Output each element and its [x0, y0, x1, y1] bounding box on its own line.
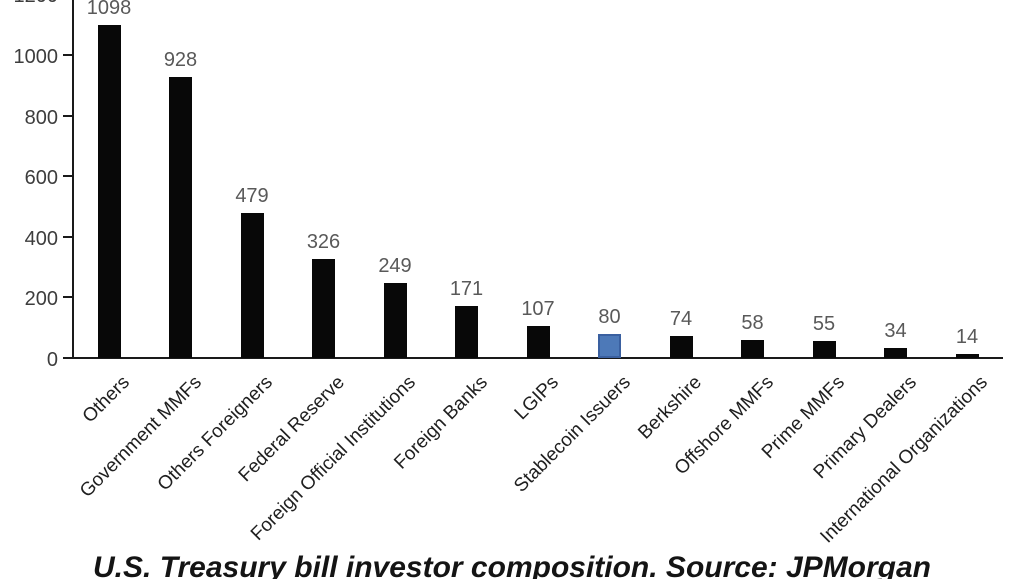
y-tick-800 — [63, 114, 72, 117]
y-tick-1000 — [63, 54, 72, 56]
y-tick-label-200: 200 — [24, 288, 58, 311]
y-tick-200 — [63, 296, 72, 299]
y-tick-label-1200: 1200 — [0, 0, 59, 8]
y-tick-label-400: 400 — [24, 227, 58, 250]
bar-foreign-banks — [455, 306, 478, 358]
value-label-others: 1098 — [86, 0, 132, 20]
bar-stablecoin-issuers — [598, 333, 621, 358]
value-label-foreign-banks: 171 — [449, 278, 484, 301]
y-tick-label-0: 0 — [46, 349, 58, 371]
bar-others-foreigners — [240, 212, 264, 358]
bar-international-organizations — [955, 353, 979, 358]
x-axis-line — [72, 357, 1003, 359]
value-label-international-organizations: 14 — [955, 325, 979, 348]
y-tick-label-1000: 1000 — [13, 46, 59, 68]
value-label-others-foreigners: 479 — [235, 184, 269, 207]
bar-others — [97, 25, 121, 358]
bar-government-mmfs — [169, 76, 192, 358]
value-label-government-mmfs: 928 — [163, 48, 198, 71]
y-tick-label-800: 800 — [24, 106, 58, 129]
bar-prime-mmfs — [812, 341, 836, 358]
y-tick-600 — [63, 175, 72, 178]
bar-lgips — [526, 325, 550, 358]
value-label-primary-dealers: 34 — [884, 319, 907, 342]
y-tick-label-600: 600 — [24, 167, 58, 190]
bar-offshore-mmfs — [741, 340, 764, 358]
y-tick-400 — [63, 235, 72, 238]
chart-caption: U.S. Treasury bill investor composition.… — [93, 551, 931, 579]
value-label-stablecoin-issuers: 80 — [598, 305, 621, 328]
y-tick-0 — [63, 357, 72, 359]
value-label-federal-reserve: 326 — [306, 231, 341, 254]
value-label-prime-mmfs: 55 — [812, 313, 836, 336]
value-label-lgips: 107 — [521, 297, 555, 320]
value-label-offshore-mmfs: 58 — [741, 312, 764, 335]
value-label-berkshire: 74 — [669, 307, 693, 330]
value-label-foreign-official-institutions: 249 — [378, 254, 412, 277]
bar-berkshire — [669, 335, 693, 358]
bar-primary-dealers — [884, 347, 907, 358]
bar-foreign-official-institutions — [383, 282, 407, 358]
y-axis-line — [72, 0, 74, 359]
bar-federal-reserve — [312, 259, 335, 358]
